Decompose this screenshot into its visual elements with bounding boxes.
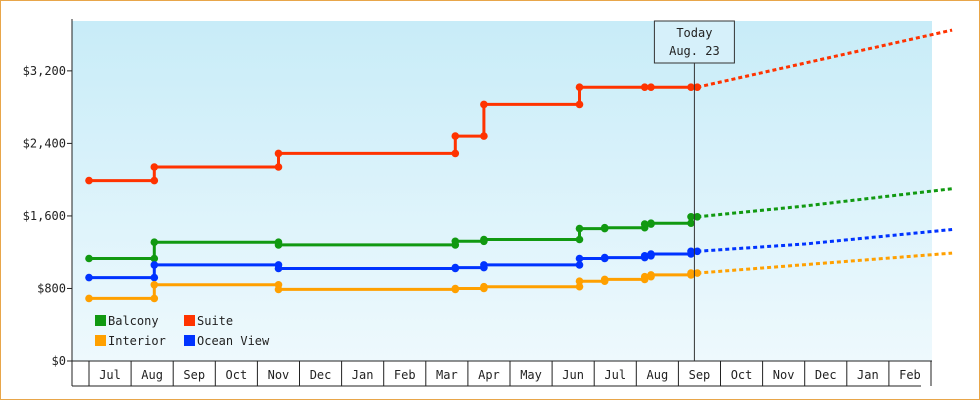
series-point-balcony	[480, 235, 488, 244]
series-point-suite	[480, 132, 488, 140]
x-tick-label: Feb	[394, 368, 416, 382]
x-tick-label: Jul	[99, 368, 121, 382]
series-point-interior	[693, 269, 702, 277]
series-point-interior	[150, 294, 159, 303]
y-tick-label: $2,400	[23, 136, 66, 150]
series-point-interior	[85, 294, 93, 303]
series-point-interior	[575, 282, 584, 291]
x-tick-label: Aug	[141, 368, 163, 382]
series-point-balcony	[150, 238, 159, 246]
series-point-balcony	[687, 219, 695, 227]
series-point-ocean-view	[480, 261, 488, 269]
series-point-interior	[451, 284, 460, 293]
series-point-suite	[150, 176, 159, 185]
series-point-balcony	[600, 223, 609, 232]
series-point-balcony	[575, 235, 584, 244]
series-point-suite	[150, 163, 159, 171]
series-point-interior	[600, 275, 609, 284]
legend-label-balcony: Balcony	[108, 314, 159, 328]
series-point-interior	[150, 281, 159, 289]
legend-label-suite: Suite	[197, 314, 233, 328]
series-projection-interior	[697, 251, 953, 275]
x-tick-label: Apr	[478, 368, 500, 382]
series-point-balcony	[693, 213, 702, 221]
series-point-suite	[451, 132, 460, 140]
x-tick-label: Dec	[310, 368, 332, 382]
series-point-balcony	[85, 254, 93, 263]
legend-swatch-ocean-view	[184, 335, 195, 346]
y-tick-label: $3,200	[23, 64, 66, 78]
legend-swatch-interior	[95, 335, 106, 346]
series-point-suite	[693, 83, 702, 91]
series-point-ocean-view	[575, 254, 584, 263]
series-point-ocean-view	[150, 261, 159, 269]
x-tick-label: Jan	[352, 368, 374, 382]
today-box	[653, 20, 735, 64]
legend-label-ocean-view: Ocean View	[197, 334, 270, 348]
series-point-balcony	[640, 220, 649, 228]
series-point-suite	[274, 163, 283, 171]
series-projection-ocean-view	[697, 228, 953, 253]
series-projection-balcony	[697, 187, 953, 219]
series-point-ocean-view	[687, 247, 695, 256]
series-point-ocean-view	[150, 273, 159, 282]
x-tick-label: Oct	[731, 368, 753, 382]
x-tick-label: May	[520, 368, 542, 382]
x-tick-label: Nov	[773, 368, 795, 382]
y-tick-label: $800	[37, 281, 66, 295]
series-point-ocean-view	[274, 264, 283, 273]
x-tick-label: Sep	[183, 368, 205, 382]
series-point-interior	[647, 271, 655, 279]
y-tick-label: $0	[52, 354, 66, 368]
x-tick-label: Feb	[899, 368, 921, 382]
x-tick-label: Dec	[815, 368, 837, 382]
legend-label-interior: Interior	[108, 334, 166, 348]
x-tick-label: Sep	[689, 368, 711, 382]
today-label: Today	[676, 26, 712, 40]
series-point-interior	[480, 282, 488, 291]
series-point-suite	[575, 100, 584, 109]
today-date: Aug. 23	[669, 44, 720, 58]
x-tick-label: Jun	[562, 368, 584, 382]
legend-swatch-suite	[184, 315, 195, 326]
series-point-balcony	[274, 241, 283, 249]
x-tick-label: Jan	[857, 368, 879, 382]
x-tick-label: Mar	[436, 368, 458, 382]
legend-swatch-balcony	[95, 315, 106, 326]
series-point-ocean-view	[575, 261, 584, 269]
series-point-suite	[640, 83, 649, 91]
series-point-balcony	[150, 254, 159, 263]
series-point-ocean-view	[600, 253, 609, 262]
series-projection-suite	[696, 28, 953, 89]
series-point-balcony	[451, 237, 460, 246]
series-point-ocean-view	[693, 247, 702, 256]
series-point-suite	[647, 83, 655, 91]
series-point-ocean-view	[451, 263, 460, 272]
y-tick-label: $1,600	[23, 209, 66, 223]
series-point-ocean-view	[640, 252, 649, 260]
series-point-ocean-view	[647, 250, 655, 258]
series-point-suite	[85, 176, 93, 185]
series-point-ocean-view	[85, 273, 93, 282]
series-point-interior	[274, 285, 283, 294]
series-point-interior	[640, 272, 649, 281]
x-tick-label: Jul	[604, 368, 626, 382]
series-point-suite	[687, 83, 695, 91]
series-point-suite	[480, 100, 488, 109]
series-point-interior	[687, 269, 695, 277]
series-point-balcony	[647, 219, 655, 227]
series-point-interior	[575, 277, 584, 286]
series-point-suite	[575, 83, 584, 91]
plot-background	[72, 21, 932, 361]
x-tick-label: Aug	[647, 368, 669, 382]
series-point-balcony	[687, 213, 695, 221]
x-tick-label: Oct	[226, 368, 248, 382]
series-point-suite	[274, 149, 283, 158]
x-tick-label: Nov	[268, 368, 290, 382]
series-point-balcony	[575, 224, 584, 233]
series-point-suite	[451, 149, 460, 158]
